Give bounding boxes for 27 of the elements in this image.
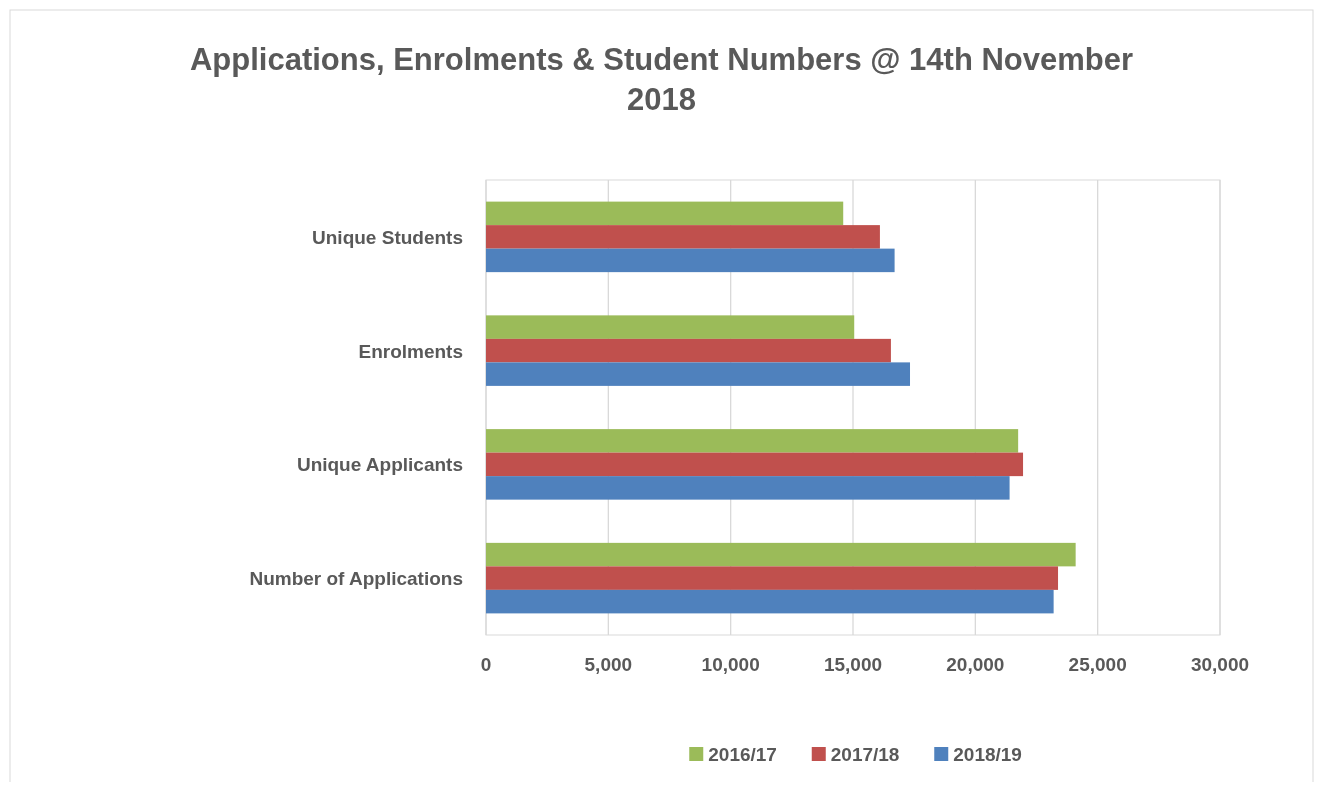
chart-title: Applications, Enrolments & Student Numbers @ 14th November 2018	[189, 42, 1134, 117]
x-tick-label: 0	[480, 654, 492, 675]
y-tick-label: Number of Applications	[249, 568, 463, 590]
x-tick-label: 20,000	[946, 654, 1005, 675]
bar	[486, 362, 911, 386]
bar	[486, 542, 1076, 567]
y-tick-label: Unique Students	[312, 226, 463, 248]
y-tick-label: Unique Applicants	[296, 454, 463, 476]
bar	[486, 429, 1019, 453]
bar	[486, 452, 1024, 477]
bar	[486, 589, 1054, 614]
bar	[486, 476, 1010, 500]
x-tick-label: 15,000	[823, 654, 883, 675]
bar	[486, 315, 855, 339]
x-tick-label: 30,000	[1190, 654, 1250, 675]
bar	[486, 225, 880, 249]
x-tick-label: 10,000	[701, 654, 760, 675]
bar	[486, 201, 844, 226]
bar	[486, 338, 891, 363]
x-tick-label: 25,000	[1068, 654, 1127, 675]
legend-label: 2017/18	[830, 744, 900, 765]
bar	[486, 566, 1059, 590]
legend-label: 2016/17	[708, 744, 777, 765]
x-tick-label: 5,000	[584, 654, 633, 675]
y-tick-label: Enrolments	[358, 340, 463, 362]
legend-label: 2018/19	[953, 744, 1022, 765]
bar	[486, 248, 895, 273]
